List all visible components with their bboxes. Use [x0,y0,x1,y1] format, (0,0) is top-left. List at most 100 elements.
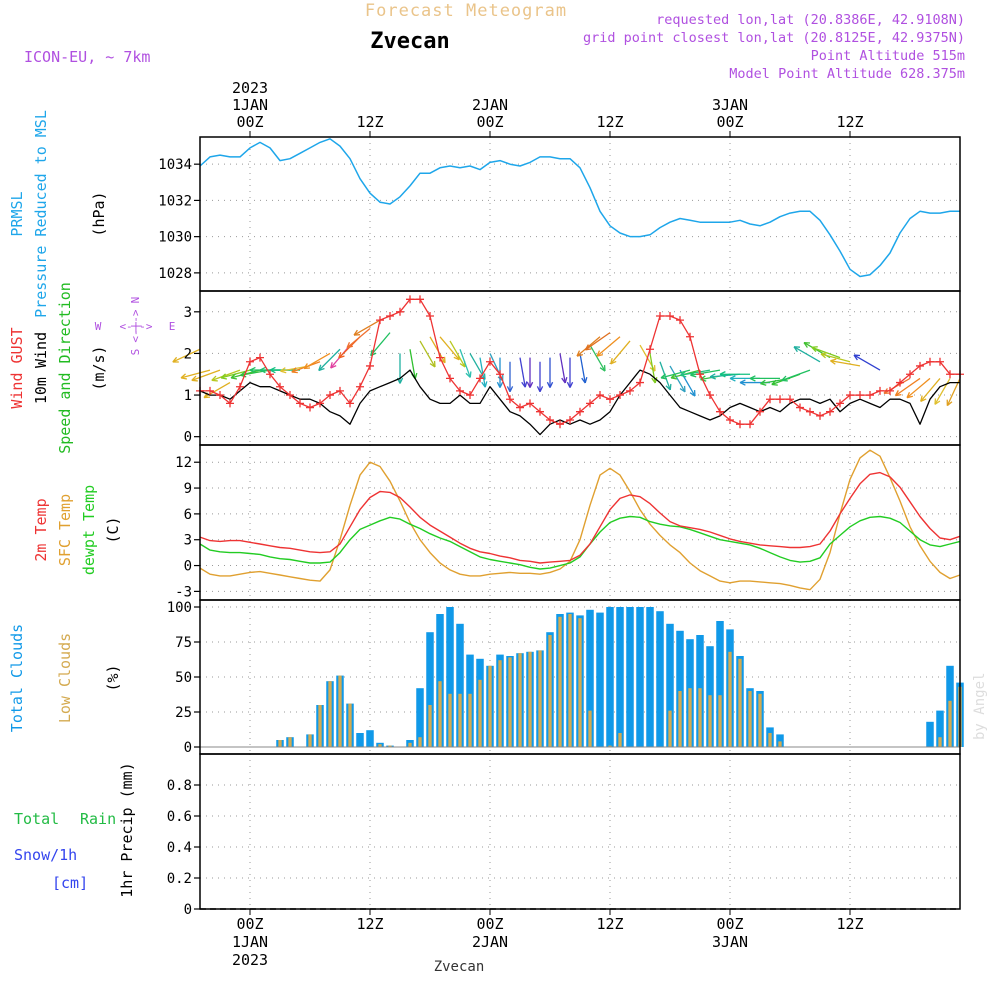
wind-gust-marker [366,361,374,370]
low-cloud-bar [338,675,342,747]
bottom-time-label: 12Z [596,915,623,933]
wind-gust-marker [806,407,814,416]
wind-direction-arrowhead [269,366,276,371]
low-cloud-bar [438,681,442,747]
wind-direction-arrowhead [291,371,298,374]
wind-direction-arrowhead [811,346,817,353]
wind-direction-arrowhead [429,363,436,368]
grid-point-coords: grid point closest lon,lat (20.8125E, 42… [583,30,965,46]
sfc-temp-label: SFC Temp [56,494,74,566]
top-time-label: 3JAN [712,96,748,114]
wind-direction-arrowhead [906,395,913,399]
wind-gust-marker [246,357,254,366]
low-cloud-bar [328,681,332,747]
precip-ytick-label: 0.2 [167,871,192,887]
wind-direction-arrowhead [576,350,581,357]
pressure-line [199,138,960,278]
wind-direction-arrow [906,377,931,399]
wind-direction-arrow [589,344,606,372]
wind-direction-arrow [659,361,671,391]
wind-direction-arrowhead [709,376,716,380]
total-cloud-bar [436,614,444,747]
bottom-time-label: 00Z [476,915,503,933]
wind-gust-marker [536,407,544,416]
wind-direction-arrow [576,336,601,357]
wind-direction-arrow [610,340,631,365]
model-name: ICON-EU, ~ 7km [24,48,150,66]
wind-gust-marker [616,391,624,400]
wind-direction-arrowhead [220,377,228,380]
wind-direction-arrow [830,360,861,367]
watermark: by Angel [972,673,988,740]
wind-direction-arrowhead [399,377,404,384]
wind-direction-arrowhead [771,383,778,386]
wind-direction-arrowhead [585,348,592,351]
low-cloud-bar [318,705,322,747]
total-cloud-bar [416,688,424,747]
wind-direction-arrowhead [191,379,198,382]
wind-gust-marker [436,353,444,362]
wind-direction-arrowhead [820,352,828,355]
top-time-label: 00Z [476,113,503,131]
wind-direction-arrowhead [739,379,746,384]
wind-direction-arrowhead [793,346,798,353]
wind-gust-marker [356,382,364,391]
wind-direction-arrowhead [781,379,788,382]
wind-direction-arrow [579,353,586,384]
wind-direction-arrowhead [546,381,551,388]
wind-gust-marker [206,386,214,395]
wind-unit-label: (m/s) [90,345,108,390]
total-cloud-bar [596,612,604,747]
wind-direction-arrowhead [811,346,818,348]
footer-location: Zvecan [434,959,485,975]
wind-direction-arrowhead [660,373,666,379]
wind-gust-marker [896,378,904,387]
wind-direction-arrowhead [499,381,504,388]
wind-direction-arrowhead [496,381,501,388]
wind-direction-arrowhead [820,353,826,359]
total-cloud-bar [426,632,434,747]
wind-gust-marker [586,399,594,408]
wind-gust-marker [706,391,714,400]
wind-direction-arrow [781,369,811,381]
low-cloud-bar [708,695,712,747]
wind-direction-arrowhead [370,349,373,356]
wind-direction-arrow [820,353,851,363]
low-cloud-bar [548,635,552,747]
low-cloud-bar [568,614,572,747]
wind-gust-marker [416,295,424,304]
pressure-ytick-label: 1028 [158,266,192,282]
low-cloud-bar [758,693,762,747]
total-cloud-bar [716,621,724,747]
precip-ytick-label: 0.4 [167,840,192,856]
total-cloud-bar [586,609,594,747]
wind-gust-marker [516,403,524,412]
wind-direction-arrowhead [269,369,276,374]
wind-direction-arrowhead [338,352,342,359]
total-cloud-bar [456,623,464,747]
wind-direction-arrowhead [526,381,531,388]
wind-direction-arrowhead [596,353,603,357]
wind-direction-arrow [690,369,721,376]
wind-direction-arrow [318,348,341,371]
wind-direction-arrowhead [920,395,923,402]
wind-direction-arrowhead [259,366,266,371]
pressure-label-msl: Pressure Reduced to MSL [32,110,50,318]
wind-gust-marker [396,307,404,316]
low-cloud-bar [348,703,352,747]
wind-gust-marker [676,316,684,325]
wind-gust-marker [856,391,864,400]
bottom-time-label: 1JAN [232,933,268,951]
wind-gust-marker [496,370,504,379]
wind-direction-arrowhead [564,377,568,384]
wind-direction-arrowhead [803,342,808,348]
pressure-unit-label: (hPa) [90,191,108,236]
wind-direction-arrowhead [690,371,696,376]
pressure-ytick-label: 1034 [158,157,192,173]
wind-direction-arrowhead [338,355,345,359]
wind-gust-marker [486,357,494,366]
wind-direction-arrowhead [318,364,322,371]
wind-gust-marker [696,370,704,379]
wind-direction-arrowhead [566,381,571,388]
low-cloud-bar [478,679,482,747]
